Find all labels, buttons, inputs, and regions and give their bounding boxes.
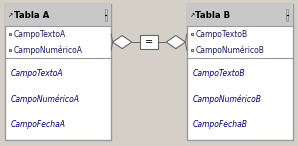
Text: CampoNuméricoA: CampoNuméricoA — [11, 94, 80, 104]
Text: CampoTextoA: CampoTextoA — [14, 30, 66, 39]
Bar — [187, 4, 293, 26]
Text: CampoTextoB: CampoTextoB — [195, 30, 247, 39]
Text: CampoNuméricoB: CampoNuméricoB — [195, 45, 264, 55]
Polygon shape — [166, 35, 185, 49]
Text: CampoFechaA: CampoFechaA — [11, 120, 66, 129]
Bar — [187, 4, 293, 140]
Bar — [5, 4, 111, 26]
Text: ↗: ↗ — [189, 13, 194, 18]
Text: Tabla A: Tabla A — [14, 11, 49, 20]
Bar — [105, 9, 107, 21]
Text: =: = — [145, 37, 153, 47]
Text: Tabla B: Tabla B — [195, 11, 230, 20]
Text: CampoTextoB: CampoTextoB — [192, 69, 245, 78]
Bar — [140, 35, 158, 49]
Bar — [286, 9, 288, 21]
Polygon shape — [113, 35, 132, 49]
Text: CampoTextoA: CampoTextoA — [11, 69, 63, 78]
Bar — [5, 4, 111, 140]
Text: CampoNuméricoA: CampoNuméricoA — [14, 45, 83, 55]
Text: CampoFechaB: CampoFechaB — [192, 120, 247, 129]
Text: ↗: ↗ — [7, 13, 13, 18]
Text: CampoNuméricoB: CampoNuméricoB — [192, 94, 261, 104]
